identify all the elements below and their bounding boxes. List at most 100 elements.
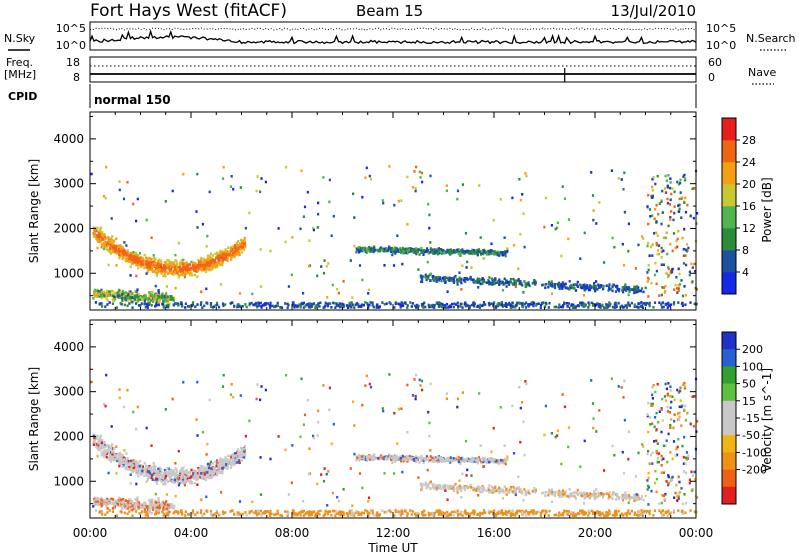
power-cell [654,182,657,186]
power-cell [479,282,482,286]
power-cell [551,282,554,286]
velocity-cell [530,511,533,514]
power-cell [332,214,335,218]
power-cell [164,268,167,272]
power-cell [290,273,293,277]
velocity-cell [439,512,443,516]
power-cell [162,264,165,268]
power-cell [214,265,217,269]
power-cell [639,289,642,293]
power-cell [613,284,616,287]
velocity-cell [500,511,504,515]
power-cell [651,177,654,181]
velocity-cell [346,514,350,517]
velocity-cell [107,451,110,454]
power-cell [150,304,153,307]
power-cell [200,301,203,304]
power-cell [132,256,135,259]
freq-tick-top: 18 [66,56,80,69]
power-cell [124,259,127,262]
power-cell [162,274,165,278]
power-cell [206,263,209,266]
power-cell [693,262,696,266]
power-cell [112,246,115,249]
power-cell [449,305,453,309]
velocity-cell [126,457,129,460]
power-cell [608,283,611,286]
power-cell [551,285,554,288]
power-cell [541,302,544,306]
power-cell [457,248,460,251]
power-cell [481,282,484,286]
power-cell [138,256,141,260]
power-cell [143,253,146,257]
velocity-cell [319,509,322,513]
power-cell [160,259,163,263]
power-cell [127,293,130,296]
power-cell [583,287,586,291]
velocity-cell [324,509,327,513]
power-cell [644,303,647,307]
velocity-cell [93,499,96,502]
power-cell [527,281,530,284]
power-cell [100,290,103,294]
power-cell [229,185,233,188]
velocity-cell [111,507,114,510]
velocity-cell [227,461,230,465]
power-cell [302,215,305,218]
power-cell [512,277,515,281]
velocity-cell [234,454,237,457]
power-cell [371,301,374,305]
velocity-cell [155,507,158,511]
velocity-cell [200,470,203,473]
velocity-cell [279,514,282,517]
velocity-cell [451,510,454,514]
power-cell [400,302,404,305]
velocity-cell [162,475,165,479]
velocity-cell [302,509,305,513]
velocity-cell [136,462,139,465]
velocity-cell [215,464,218,468]
velocity-cell [114,455,118,458]
power-cell [677,229,680,233]
power-cell [535,304,538,307]
power-cell [226,251,230,255]
velocity-cell [625,514,628,517]
power-cell [676,180,679,184]
power-cell [317,201,320,205]
power-cell [277,227,280,230]
velocity-cell [324,512,327,516]
velocity-cell [145,510,148,514]
power-cell [103,233,106,236]
power-cell [598,286,601,289]
power-cell [606,304,609,307]
power-cell [202,267,205,271]
power-cell [429,247,432,250]
velocity-cell [349,511,352,515]
power-cell [104,196,107,200]
power-cell [592,283,596,287]
power-cell [648,304,651,308]
velocity-cell [406,514,409,517]
velocity-cell [371,511,374,515]
power-cell [509,280,512,284]
velocity-cell [228,458,231,462]
velocity-cell [116,457,119,461]
velocity-cell [444,514,447,517]
velocity-cell [119,460,122,464]
velocity-cell [96,443,99,446]
velocity-cell [539,511,543,515]
power-ylabel: Slant Range [km] [27,159,41,263]
power-cell [572,306,575,309]
velocity-cell [358,512,361,516]
power-cell [654,208,657,211]
power-cell [361,278,364,282]
power-cell [179,262,182,265]
power-cell [416,250,419,253]
power-cell [492,302,495,306]
velocity-cell [422,514,425,517]
power-cell [324,301,327,305]
velocity-cell [240,447,243,451]
power-cell [695,302,698,306]
power-cell [630,301,633,305]
